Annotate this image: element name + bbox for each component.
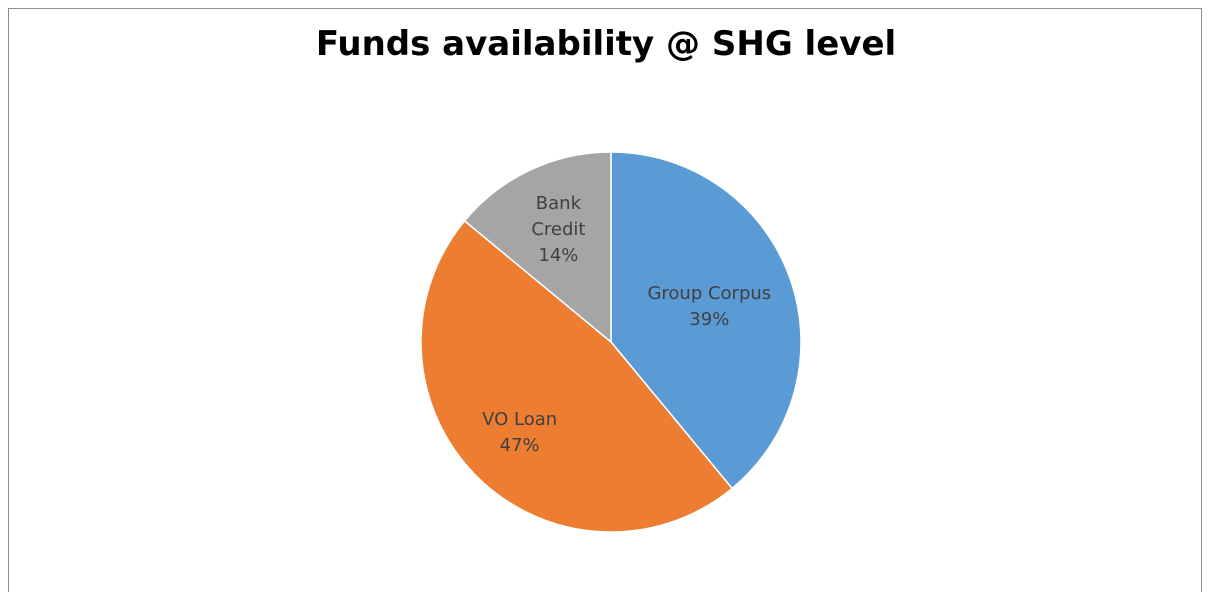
pie-slice [420,219,734,533]
pie-slice [610,151,802,490]
data-label: Group Corpus 39% [629,281,789,333]
chart-border [8,8,1202,592]
category-label: Bank Credit [531,193,586,241]
pie-slice [463,151,612,344]
data-label: VO Loan 47% [440,407,600,459]
category-label: Group Corpus [647,282,772,304]
category-label: VO Loan [482,409,558,431]
value-label: 47% [499,435,540,457]
chart-title: Funds availability @ SHG level [315,24,897,64]
value-label: 39% [689,308,730,330]
value-label: 14% [538,245,579,267]
data-label: Bank Credit 14% [523,191,593,269]
